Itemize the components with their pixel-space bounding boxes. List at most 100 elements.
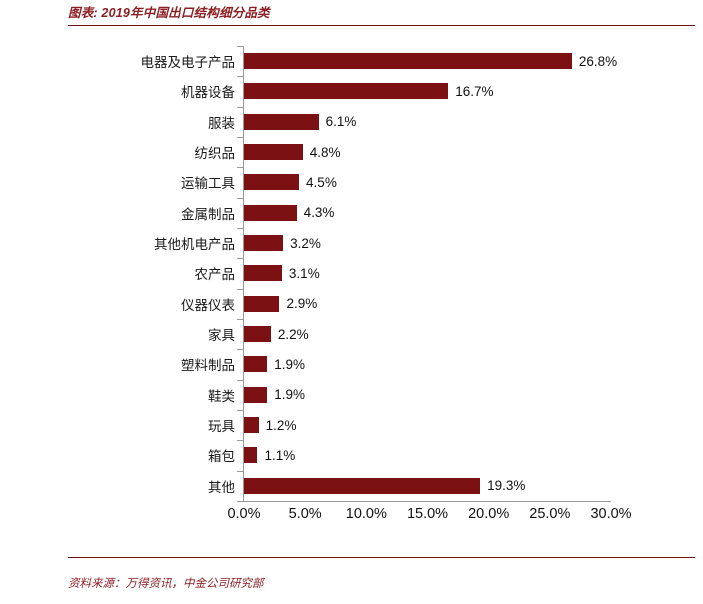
y-axis-tick: [237, 410, 243, 411]
bar-value-label: 16.7%: [455, 83, 494, 99]
bar-row: 运输工具 4.5%: [0, 167, 703, 197]
bar-group: 4.3%: [244, 204, 335, 221]
bar-row: 玩具 1.2%: [0, 410, 703, 440]
x-axis-tick-label: 15.0%: [406, 506, 449, 522]
bar-row: 家具 2.2%: [0, 319, 703, 349]
bar[interactable]: [244, 204, 297, 221]
bar[interactable]: [244, 113, 319, 130]
bar-row: 箱包 1.1%: [0, 440, 703, 470]
chart-area: 电器及电子产品 26.8% 机器设备 16.7% 服装 6.1% 纺织品 4.8% 运输工具 4.…: [0, 34, 703, 544]
x-axis-tick-label: 10.0%: [345, 506, 387, 522]
category-label: 仪器仪表: [181, 297, 235, 313]
bar-row: 鞋类 1.9%: [0, 379, 703, 410]
bar-row: 纺织品 4.8%: [0, 137, 703, 167]
y-axis-tick: [237, 349, 243, 351]
source-note: 资料来源：万得资讯，中金公司研究部: [68, 578, 264, 590]
y-axis-line: [243, 46, 244, 502]
bar-row: 农产品 3.1%: [0, 258, 703, 288]
bar-value-label: 4.8%: [309, 144, 341, 160]
y-axis-tick: [237, 197, 243, 199]
y-axis-tick: [237, 137, 243, 138]
y-axis-tick: [237, 501, 243, 502]
bar-group: 16.7%: [244, 83, 494, 100]
bar-group: 1.2%: [244, 417, 297, 434]
bar-row: 仪器仪表 2.9%: [0, 288, 703, 319]
title-divider: [68, 25, 695, 26]
bar[interactable]: [244, 265, 282, 282]
figure-title: 图表: 2019年中国出口结构细分品类: [68, 6, 270, 20]
y-axis-tick: [237, 46, 243, 47]
y-axis-tick: [237, 288, 243, 290]
x-axis-tick-label: 25.0%: [529, 506, 571, 522]
bar-group: 1.1%: [244, 447, 296, 464]
bar-group: 3.2%: [244, 235, 321, 252]
category-label: 塑料制品: [181, 358, 235, 374]
bar[interactable]: [244, 144, 303, 161]
y-axis-tick: [237, 319, 243, 320]
bar-value-label: 26.8%: [578, 53, 618, 69]
y-axis-tick: [237, 440, 243, 442]
bar[interactable]: [244, 477, 481, 494]
bar-group: 6.1%: [244, 113, 357, 130]
y-axis-tick: [237, 258, 243, 260]
bar[interactable]: [244, 295, 280, 312]
bar-value-label: 3.2%: [290, 235, 321, 251]
bar-row: 其他机电产品 3.2%: [0, 228, 703, 258]
category-label: 金属制品: [181, 206, 235, 222]
bar-value-label: 4.3%: [303, 205, 335, 221]
y-axis-tick: [237, 106, 243, 108]
category-label: 服装: [208, 115, 235, 131]
bar-value-label: 2.9%: [286, 296, 318, 312]
bar-value-label: 1.1%: [264, 447, 296, 463]
bar-group: 1.9%: [244, 386, 306, 403]
bar-value-label: 1.9%: [274, 387, 306, 403]
category-label: 纺织品: [194, 146, 236, 162]
bar-row: 塑料制品 1.9%: [0, 349, 703, 379]
category-label: 鞋类: [208, 388, 235, 404]
x-axis-tick-label: 5.0%: [288, 506, 322, 522]
bar-group: 4.8%: [244, 144, 341, 161]
category-label: 家具: [208, 328, 235, 344]
bar[interactable]: [244, 174, 300, 191]
x-axis-line: [243, 501, 611, 502]
bar-value-label: 2.2%: [277, 326, 309, 342]
category-label: 玩具: [208, 419, 235, 435]
bar[interactable]: [244, 83, 449, 100]
y-axis-tick: [237, 228, 243, 229]
bar[interactable]: [244, 356, 268, 373]
category-label: 运输工具: [181, 176, 235, 192]
x-axis-tick-label: 20.0%: [468, 506, 510, 522]
y-axis-tick: [237, 167, 243, 169]
bar[interactable]: [244, 326, 271, 343]
bar-group: 19.3%: [244, 477, 525, 494]
y-axis-tick: [237, 470, 243, 472]
bar-value-label: 6.1%: [325, 114, 357, 130]
category-label: 农产品: [194, 267, 236, 283]
x-axis-tick-label: 0.0%: [227, 506, 261, 522]
bar-value-label: 3.1%: [288, 265, 320, 281]
bar[interactable]: [244, 53, 572, 70]
bar-group: 3.1%: [244, 265, 320, 282]
bar-value-label: 1.2%: [265, 417, 297, 433]
bar-row: 服装 6.1%: [0, 106, 703, 137]
bar[interactable]: [244, 417, 259, 434]
bar-group: 26.8%: [244, 53, 618, 70]
bar[interactable]: [244, 235, 284, 252]
bar[interactable]: [244, 386, 268, 403]
bar-group: 1.9%: [244, 356, 305, 373]
category-label: 其他: [208, 479, 235, 495]
bar-row: 其他 19.3%: [0, 470, 703, 501]
bar-group: 2.9%: [244, 295, 318, 312]
bar[interactable]: [244, 447, 258, 464]
bar-group: 2.2%: [244, 326, 309, 343]
x-axis-tick-label: 30.0%: [590, 506, 632, 522]
category-label: 箱包: [208, 449, 235, 465]
category-label: 其他机电产品: [154, 237, 235, 253]
category-label: 电器及电子产品: [140, 55, 236, 71]
x-axis-tick-labels: 0.0% 5.0% 10.0% 15.0% 20.0% 25.0% 30.0%: [0, 506, 703, 530]
bar-row: 机器设备 16.7%: [0, 76, 703, 106]
bar-group: 4.5%: [244, 174, 337, 191]
category-label: 机器设备: [181, 85, 235, 101]
y-axis-tick: [237, 379, 243, 381]
bar-row: 电器及电子产品 26.8%: [0, 46, 703, 76]
